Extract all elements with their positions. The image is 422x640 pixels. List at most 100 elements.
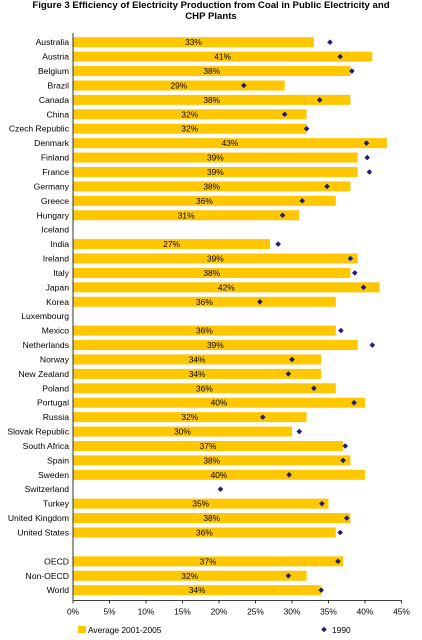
category-label: France [42,167,69,177]
data-label: 36% [196,383,213,393]
x-tick-label: 25% [247,606,264,616]
data-label: 34% [189,354,206,364]
marker-1990 [296,428,303,435]
bar-average-2001-2005 [73,267,351,278]
marker-1990 [285,572,292,579]
marker-1990 [369,342,376,348]
data-label: 38% [203,513,220,523]
category-label: Mexico [42,326,69,336]
marker-1990 [299,198,306,204]
x-tick-label: 20% [211,606,228,616]
marker-1990 [289,356,295,363]
bar-average-2001-2005 [73,166,358,177]
category-label: Netherlands [23,340,69,350]
category-label: Finland [41,153,69,163]
marker-1990 [279,212,286,219]
marker-1990 [275,241,281,247]
category-label: Hungary [37,210,70,220]
bar-average-2001-2005 [73,368,322,379]
category-label: Czech Republic [9,124,70,134]
data-label: 33% [185,37,202,47]
bar-average-2001-2005 [73,80,285,91]
category-label: Non-OECD [26,571,69,581]
marker-1990 [342,443,349,449]
data-label: 32% [181,412,198,422]
legend-marker-1990 [321,626,327,633]
legend: Average 2001-2005 1990 [78,625,351,635]
bar-average-2001-2005 [73,210,300,221]
category-label: Slovak Republic [7,427,69,437]
category-label: OECD [44,556,69,566]
data-label: 32% [181,571,198,581]
marker-1990 [241,82,247,89]
marker-1990 [318,587,324,593]
marker-1990 [285,371,292,377]
category-label: Korea [46,297,69,307]
category-label: Italy [53,268,69,278]
category-label: United States [17,527,69,537]
bar-average-2001-2005 [73,585,322,596]
marker-1990 [327,39,333,46]
bar-average-2001-2005 [73,138,387,149]
x-tick-label: 30% [284,606,301,616]
bar-average-2001-2005 [73,195,336,206]
bar-average-2001-2005 [73,397,365,408]
marker-1990 [349,68,355,74]
data-label: 36% [196,326,213,336]
data-label: 30% [174,427,191,437]
data-label: 27% [163,239,180,249]
x-tick-label: 35% [320,606,337,616]
data-label: 39% [207,153,224,163]
marker-1990 [303,125,310,132]
category-label: World [47,585,70,595]
marker-1990 [351,399,357,406]
chart-title-line-1: Figure 3 Efficiency of Electricity Produ… [32,0,390,11]
data-label: 42% [218,282,235,292]
chart-title: Figure 3 Efficiency of Electricity Produ… [0,0,422,22]
data-label: 34% [189,585,206,595]
category-label: China [47,109,70,119]
marker-1990 [311,385,317,392]
category-label: Turkey [43,499,70,509]
data-label: 39% [207,340,224,350]
marker-1990 [343,515,350,521]
bar-average-2001-2005 [73,469,365,480]
category-label: Spain [47,455,69,465]
marker-1990 [337,529,343,536]
marker-1990 [217,486,224,493]
data-label: 32% [181,124,198,134]
bar-average-2001-2005 [73,123,307,134]
bar-average-2001-2005 [73,239,271,250]
marker-1990 [286,472,292,478]
data-label: 38% [203,95,220,105]
bar-average-2001-2005 [73,94,351,105]
data-label: 41% [214,52,231,62]
data-label: 32% [181,109,198,119]
x-axis: 0% 5% 10% 15% 20% 25% 30% 35% 40% 45% [67,33,410,616]
category-label: Luxembourg [21,311,69,321]
category-label: Switzerland [25,484,70,494]
bar-average-2001-2005 [73,498,329,509]
data-label: 39% [207,167,224,177]
category-label: South Africa [23,441,70,451]
x-tick-label: 0% [67,606,80,616]
legend-swatch-average [78,626,86,633]
marker-1990 [360,284,367,291]
data-label: 31% [178,210,195,220]
x-tick-label: 5% [103,606,116,616]
chart-title-line-2: CHP Plants [185,11,237,22]
bar-average-2001-2005 [73,51,373,62]
marker-1990 [337,53,343,60]
category-label: Japan [46,282,70,292]
marker-1990 [281,111,288,118]
bar-average-2001-2005 [73,556,344,567]
marker-1990 [338,327,344,334]
data-label: 34% [189,369,206,379]
data-label: 38% [203,268,220,278]
data-label: 37% [200,556,217,566]
category-label: Sweden [38,470,69,480]
marker-1990 [347,255,354,262]
data-label: 38% [203,181,220,191]
category-label: Australia [36,37,70,47]
data-label: 43% [222,138,239,148]
